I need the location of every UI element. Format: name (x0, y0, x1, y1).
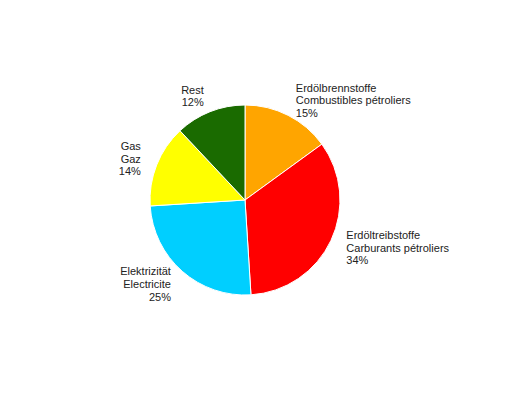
data-label-line: Rest (181, 84, 204, 96)
data-labels: ErdölbrennstoffeCombustibles pétroliers1… (119, 82, 450, 303)
data-label: Rest12% (181, 84, 204, 109)
data-label-line: Erdöltreibstoffe (346, 229, 420, 241)
data-label-line: 25% (149, 291, 171, 303)
data-label: ErdölbrennstoffeCombustibles pétroliers1… (296, 82, 411, 119)
chart: ErdölbrennstoffeCombustibles pétroliers1… (0, 0, 505, 395)
data-label-line: Electricite (123, 278, 171, 290)
data-label: ErdöltreibstoffeCarburants pétroliers34% (346, 229, 449, 266)
data-label-line: Gaz (121, 153, 141, 165)
pie-slice (245, 144, 340, 295)
data-label-line: 12% (182, 96, 204, 108)
data-label-line: Elektrizität (120, 265, 171, 277)
data-label-line: Gas (121, 140, 142, 152)
data-label-line: Carburants pétroliers (346, 242, 449, 254)
data-label-line: 34% (346, 254, 368, 266)
data-label-line: Erdölbrennstoffe (296, 82, 377, 94)
data-label-line: 14% (119, 165, 141, 177)
data-label: GasGaz14% (119, 140, 142, 177)
data-label: ElektrizitätElectricite25% (120, 265, 171, 302)
pie (150, 105, 340, 295)
pie-slice (180, 105, 245, 200)
data-label-line: 15% (296, 107, 318, 119)
data-label-line: Combustibles pétroliers (296, 94, 411, 106)
